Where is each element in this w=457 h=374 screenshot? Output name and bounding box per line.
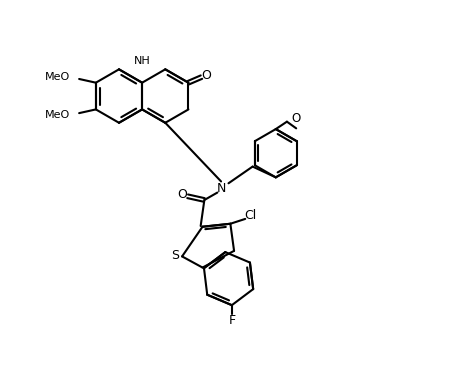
Text: S: S <box>171 249 180 262</box>
Text: O: O <box>177 188 187 201</box>
Text: Cl: Cl <box>244 209 257 222</box>
Text: N: N <box>216 183 226 195</box>
Text: NH: NH <box>134 56 150 66</box>
Text: O: O <box>292 112 301 125</box>
Text: F: F <box>228 313 235 327</box>
Text: O: O <box>201 69 211 82</box>
Text: MeO: MeO <box>45 110 70 120</box>
Text: MeO: MeO <box>45 72 70 82</box>
